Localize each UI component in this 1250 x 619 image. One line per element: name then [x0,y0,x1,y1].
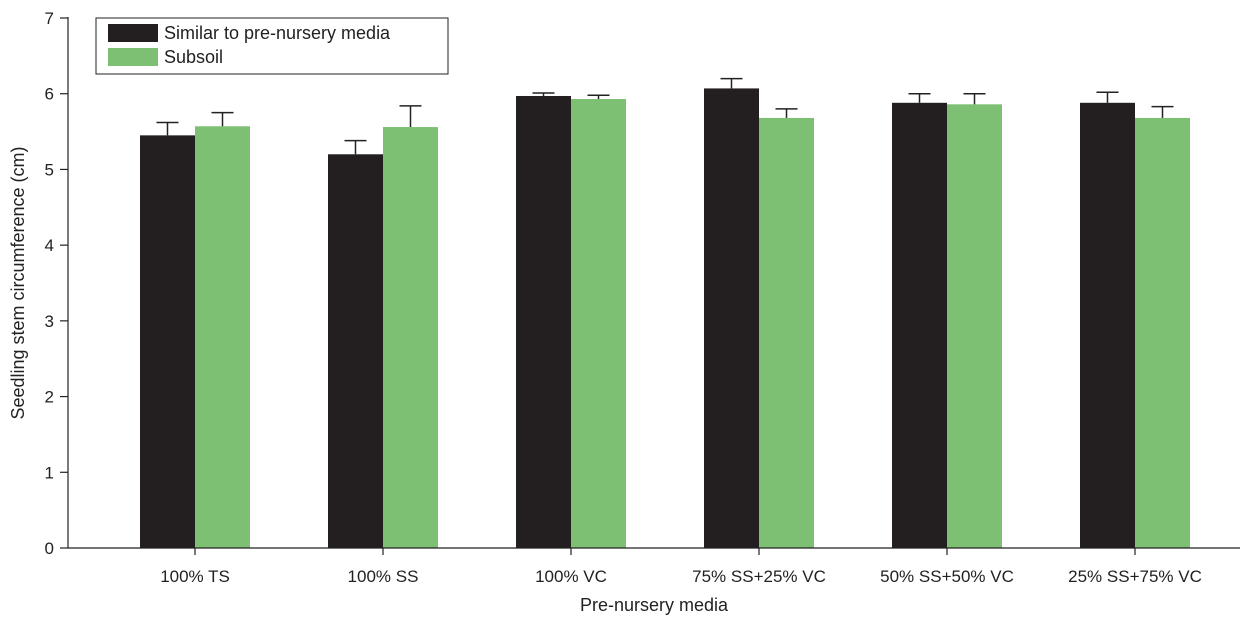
y-tick-label: 1 [45,463,54,482]
bar [328,154,383,549]
legend-label: Similar to pre-nursery media [164,23,391,43]
bar [140,135,195,548]
y-tick-label: 4 [45,236,54,255]
bar [571,99,626,548]
bar [1135,117,1190,548]
bar [759,117,814,548]
y-tick-label: 3 [45,312,54,331]
bars-layer [140,88,1190,549]
x-tick-label: 100% VC [535,567,607,586]
bar [516,95,571,548]
legend-swatch [108,24,158,42]
y-axis-label: Seedling stem circumference (cm) [8,146,28,419]
x-tick-label: 50% SS+50% VC [880,567,1014,586]
error-bars-layer [156,77,1174,155]
y-tick-label: 5 [45,160,54,179]
x-axis-label: Pre-nursery media [580,595,729,615]
bar [383,127,438,549]
bar [704,88,759,549]
legend-swatch [108,48,158,66]
y-tick-label: 6 [45,85,54,104]
x-tick-label: 25% SS+75% VC [1068,567,1202,586]
bar [1080,102,1135,549]
y-tick-label: 7 [45,9,54,28]
x-tick-label: 75% SS+25% VC [692,567,826,586]
legend: Similar to pre-nursery media Subsoil [95,17,449,75]
y-tick-label: 0 [45,539,54,558]
axes-layer: 100% TS 100% SS 100% VC 75% SS+25% VC 50% SS… [45,9,1240,586]
legend-label: Subsoil [164,47,223,67]
x-tick-label: 100% TS [160,567,230,586]
bar [892,102,947,549]
y-tick-label: 2 [45,388,54,407]
bar [195,126,250,549]
x-tick-label: 100% SS [348,567,419,586]
bar [947,104,1002,549]
